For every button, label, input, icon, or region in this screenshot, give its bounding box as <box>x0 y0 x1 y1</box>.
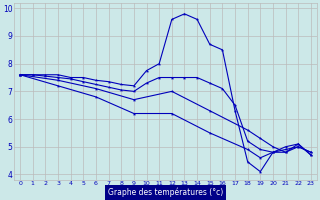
X-axis label: Graphe des températures (°c): Graphe des températures (°c) <box>108 188 223 197</box>
